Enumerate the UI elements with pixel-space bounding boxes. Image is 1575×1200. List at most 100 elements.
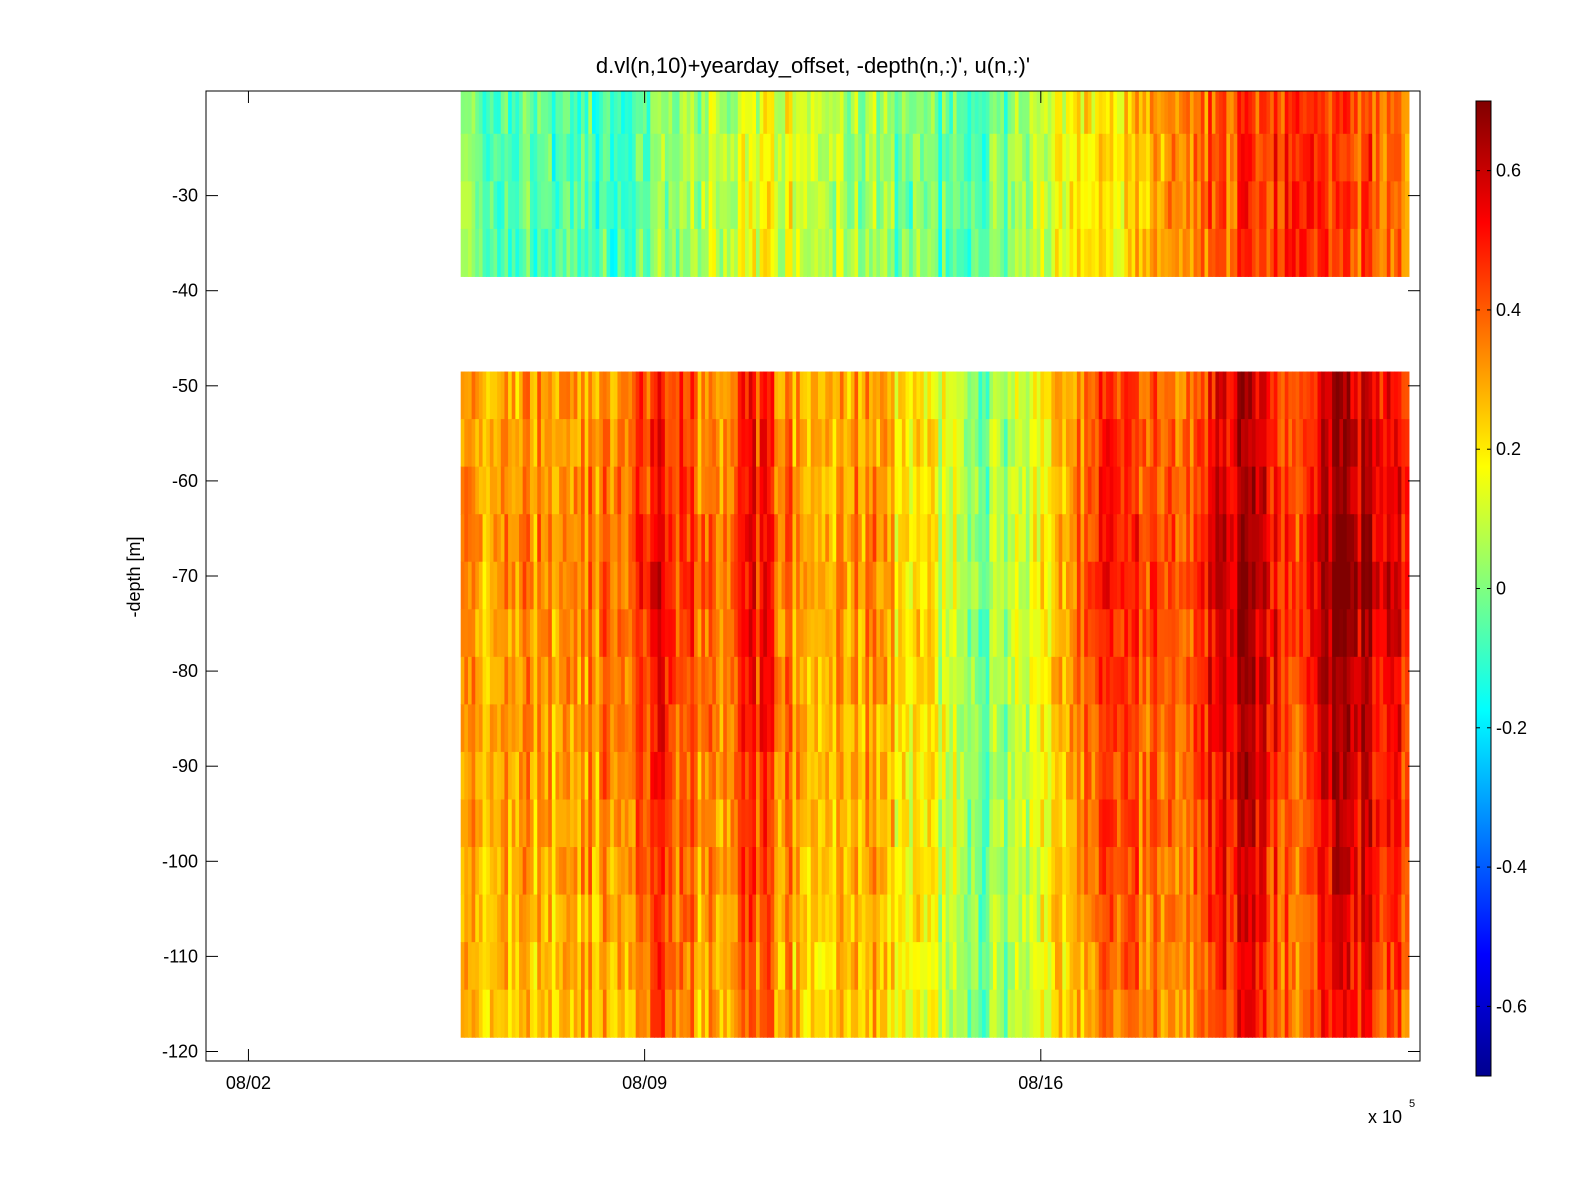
heatmap-cell (544, 894, 549, 943)
heatmap-cell (737, 847, 743, 896)
heatmap-cell (467, 989, 473, 1038)
heatmap-cell (726, 466, 732, 515)
heatmap-cell (1284, 466, 1290, 515)
heatmap-cell (646, 466, 652, 515)
heatmap-cell (628, 989, 633, 1038)
heatmap-cell (1386, 942, 1392, 991)
heatmap-cell (916, 419, 921, 468)
heatmap-cell (909, 228, 914, 277)
heatmap-cell (686, 419, 692, 468)
heatmap-cell (1361, 371, 1366, 420)
heatmap-cell (1193, 894, 1199, 943)
heatmap-cell (1087, 228, 1093, 277)
heatmap-cell (905, 847, 910, 896)
heatmap-cell (1076, 942, 1082, 991)
heatmap-cell (1055, 133, 1060, 182)
heatmap-cell (1113, 799, 1118, 848)
heatmap-cell (1332, 181, 1337, 230)
heatmap-cell (602, 371, 608, 420)
heatmap-cell (960, 847, 965, 896)
heatmap-cell (745, 133, 750, 182)
heatmap-cell (1036, 799, 1042, 848)
heatmap-cell (617, 466, 622, 515)
heatmap-cell (1168, 181, 1173, 230)
heatmap-cell (956, 91, 962, 135)
heatmap-cell (1211, 894, 1217, 943)
heatmap-cell (803, 371, 808, 420)
heatmap-cell (1321, 419, 1326, 468)
heatmap-cell (974, 989, 980, 1038)
heatmap-cell (726, 181, 732, 230)
heatmap-cell (500, 133, 506, 182)
heatmap-cell (1051, 91, 1056, 135)
heatmap-cell (694, 419, 699, 468)
heatmap-cell (836, 181, 841, 230)
heatmap-cell (890, 371, 896, 420)
heatmap-cell (1120, 894, 1126, 943)
heatmap-cell (613, 656, 619, 705)
heatmap-cell (1146, 894, 1151, 943)
heatmap-cell (920, 609, 925, 658)
heatmap-cell (730, 133, 735, 182)
heatmap-cell (1127, 799, 1133, 848)
heatmap-cell (752, 894, 757, 943)
heatmap-cell (810, 419, 816, 468)
heatmap-cell (1204, 514, 1209, 563)
heatmap-cell (861, 371, 867, 420)
heatmap-cell (613, 514, 619, 563)
heatmap-cell (1230, 751, 1235, 800)
heatmap-cell (1375, 942, 1381, 991)
heatmap-cell (1328, 942, 1333, 991)
heatmap-cell (1131, 181, 1137, 230)
heatmap-cell (701, 799, 706, 848)
heatmap-cell (540, 656, 546, 705)
heatmap-cell (1237, 561, 1242, 610)
heatmap-cell (1222, 847, 1228, 896)
heatmap-cell (686, 133, 692, 182)
heatmap-cell (1262, 989, 1268, 1038)
heatmap-cell (701, 989, 706, 1038)
heatmap-cell (920, 799, 925, 848)
heatmap-cell (1124, 419, 1129, 468)
heatmap-cell (898, 989, 903, 1038)
heatmap-cell (1306, 704, 1312, 753)
heatmap-cell (821, 609, 827, 658)
heatmap-cell (482, 514, 488, 563)
heatmap-cell (982, 656, 987, 705)
heatmap-cell (697, 942, 703, 991)
heatmap-cell (1076, 609, 1082, 658)
heatmap-cell (1084, 989, 1089, 1038)
heatmap-cell (920, 989, 925, 1038)
heatmap-cell (1116, 942, 1122, 991)
heatmap-cell (672, 989, 677, 1038)
heatmap-cell (1237, 91, 1242, 135)
heatmap-cell (985, 561, 991, 610)
heatmap-cell (708, 751, 714, 800)
heatmap-cell (1007, 942, 1013, 991)
heatmap-cell (715, 751, 721, 800)
heatmap-cell (1219, 847, 1224, 896)
heatmap-cell (1292, 514, 1297, 563)
heatmap-cell (796, 91, 801, 135)
heatmap-cell (1204, 609, 1209, 658)
heatmap-cell (624, 847, 630, 896)
heatmap-cell (639, 561, 644, 610)
heatmap-cell (508, 91, 513, 135)
heatmap-cell (464, 228, 469, 277)
heatmap-cell (967, 894, 972, 943)
heatmap-cell (1321, 656, 1326, 705)
heatmap-cell (1014, 656, 1020, 705)
heatmap-cell (1022, 799, 1027, 848)
heatmap-cell (737, 656, 743, 705)
heatmap-cell (901, 894, 907, 943)
heatmap-cell (1390, 133, 1395, 182)
heatmap-cell (1084, 894, 1089, 943)
heatmap-cell (756, 942, 761, 991)
heatmap-cell (526, 419, 531, 468)
heatmap-cell (949, 228, 954, 277)
heatmap-cell (879, 847, 885, 896)
heatmap-cell (726, 989, 732, 1038)
heatmap-cell (1405, 799, 1410, 848)
heatmap-cell (821, 799, 827, 848)
heatmap-cell (748, 751, 754, 800)
